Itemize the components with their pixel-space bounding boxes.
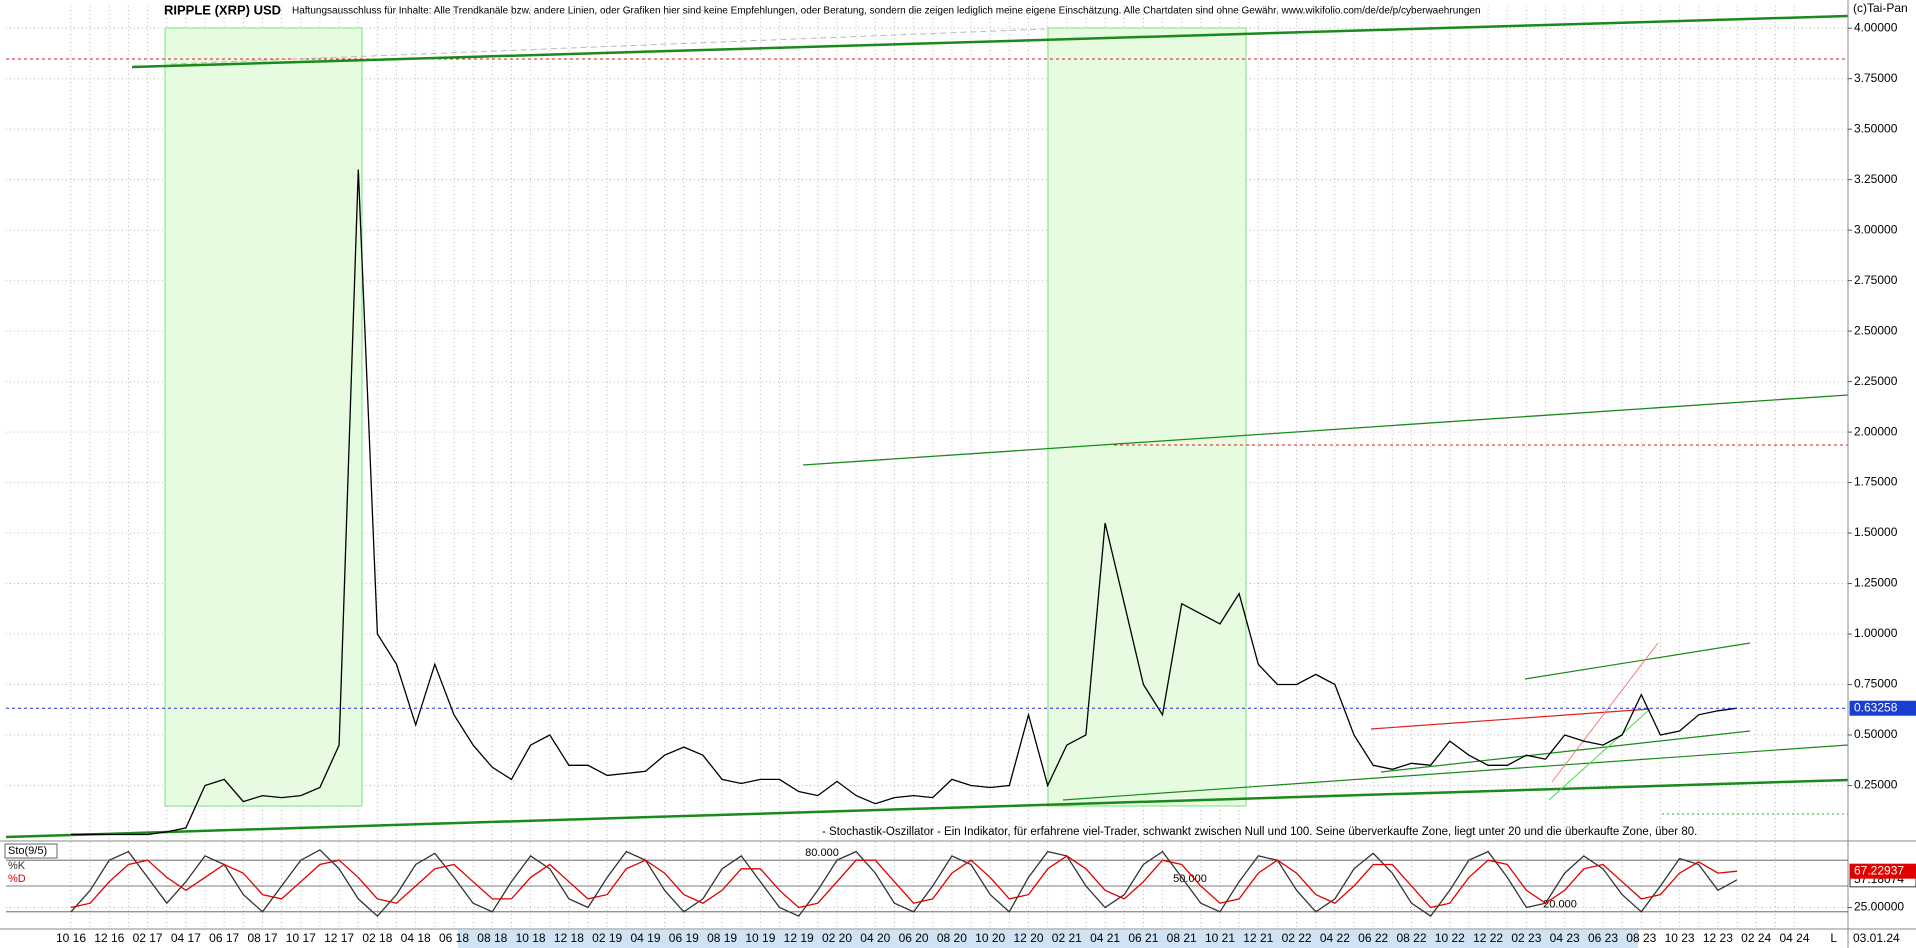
x-tick-label: 10 21 bbox=[1205, 931, 1235, 945]
x-tick-label: 04 21 bbox=[1090, 931, 1120, 945]
y-tick-label: 3.25000 bbox=[1854, 172, 1898, 186]
value-badge bbox=[1849, 700, 1916, 716]
x-tick-label: 04 23 bbox=[1550, 931, 1580, 945]
copyright: (c)Tai-Pan bbox=[1853, 1, 1908, 15]
x-tick-label: 02 21 bbox=[1052, 931, 1082, 945]
x-tick-label: 02 24 bbox=[1741, 931, 1771, 945]
x-tick-label: 10 16 bbox=[56, 931, 86, 945]
y-tick-label: 1.75000 bbox=[1854, 475, 1898, 489]
level-label: 80.000 bbox=[805, 847, 839, 859]
trend-line bbox=[1370, 708, 1651, 730]
x-tick-label: 08 18 bbox=[477, 931, 507, 945]
y-tick-label: 2.00000 bbox=[1854, 424, 1898, 438]
x-tick-label: 04 19 bbox=[630, 931, 660, 945]
x-tick-label: 04 22 bbox=[1320, 931, 1350, 945]
x-tick-label: 06 17 bbox=[209, 931, 239, 945]
value-label: 0.63258 bbox=[1854, 700, 1898, 714]
x-tick-label: 04 20 bbox=[860, 931, 890, 945]
axis-shade bbox=[458, 930, 1638, 948]
y-tick-label: 0.75000 bbox=[1854, 677, 1898, 691]
series-line bbox=[70, 849, 1738, 918]
x-tick-label: 02 23 bbox=[1511, 931, 1541, 945]
x-tick-label: 10 20 bbox=[975, 931, 1005, 945]
x-tick-label: 12 21 bbox=[1243, 931, 1273, 945]
y-tick-label: 1.50000 bbox=[1854, 525, 1898, 539]
x-tick-label: 02 19 bbox=[592, 931, 622, 945]
series-line bbox=[71, 169, 1738, 836]
indicator-title: Sto(9/5) bbox=[8, 845, 47, 857]
trend-line bbox=[1380, 730, 1751, 773]
x-tick-label: 02 18 bbox=[362, 931, 392, 945]
x-tick-label: 06 19 bbox=[669, 931, 699, 945]
x-tick-label: 10 19 bbox=[745, 931, 775, 945]
x-tick-label: 12 18 bbox=[554, 931, 584, 945]
grid bbox=[6, 6, 1848, 929]
y-tick-label: 3.75000 bbox=[1854, 71, 1898, 85]
trend-line bbox=[1548, 708, 1651, 801]
highlight-zone bbox=[164, 27, 363, 807]
x-tick-label: 12 23 bbox=[1703, 931, 1733, 945]
x-tick-label: 12 16 bbox=[94, 931, 124, 945]
x-tick-label: 04 24 bbox=[1779, 931, 1809, 945]
legend-entry: %K bbox=[8, 860, 26, 872]
trend-line bbox=[802, 394, 1849, 466]
value-label: 67.22937 bbox=[1854, 863, 1904, 877]
trend-line bbox=[1524, 642, 1751, 680]
axis-note: 03.01.24 bbox=[1853, 931, 1900, 945]
trend-line bbox=[131, 14, 1849, 69]
x-tick-label: 12 22 bbox=[1473, 931, 1503, 945]
x-tick-label: 06 22 bbox=[1358, 931, 1388, 945]
chart-subtitle: Haftungsausschluss für Inhalte: Alle Tre… bbox=[292, 6, 1481, 17]
x-tick-label: 08 22 bbox=[1396, 931, 1426, 945]
x-tick-label: 12 19 bbox=[784, 931, 814, 945]
y-tick-label: 1.00000 bbox=[1854, 626, 1898, 640]
legend-entry: %D bbox=[8, 873, 26, 885]
indicator-note: - Stochastik-Oszillator - Ein Indikator,… bbox=[822, 826, 1697, 838]
y-tick-label: 2.75000 bbox=[1854, 273, 1898, 287]
series-line bbox=[70, 855, 1738, 909]
y-tick-label: 3.00000 bbox=[1854, 222, 1898, 236]
y-tick-label: 2.25000 bbox=[1854, 374, 1898, 388]
axis-note: L bbox=[1830, 931, 1837, 945]
x-tick-label: 02 20 bbox=[822, 931, 852, 945]
y-tick-label: 1.25000 bbox=[1854, 576, 1898, 590]
highlight-zone bbox=[1047, 27, 1247, 807]
indicator-box bbox=[4, 843, 58, 859]
x-tick-label: 08 23 bbox=[1626, 931, 1656, 945]
x-tick-label: 06 20 bbox=[899, 931, 929, 945]
x-tick-label: 08 21 bbox=[1167, 931, 1197, 945]
x-tick-label: 04 17 bbox=[171, 931, 201, 945]
chart-title: RIPPLE (XRP) USD bbox=[164, 2, 281, 17]
x-tick-label: 04 18 bbox=[401, 931, 431, 945]
x-tick-label: 02 17 bbox=[133, 931, 163, 945]
x-tick-label: 08 20 bbox=[937, 931, 967, 945]
x-tick-label: 06 23 bbox=[1588, 931, 1618, 945]
x-tick-label: 06 18 bbox=[439, 931, 469, 945]
y-tick-label: 0.25000 bbox=[1854, 778, 1898, 792]
x-tick-label: 12 20 bbox=[1013, 931, 1043, 945]
y-tick-label: 3.50000 bbox=[1854, 121, 1898, 135]
x-tick-label: 06 21 bbox=[1128, 931, 1158, 945]
y-tick-label: 4.00000 bbox=[1854, 20, 1898, 34]
x-tick-label: 10 23 bbox=[1665, 931, 1695, 945]
x-tick-label: 08 19 bbox=[707, 931, 737, 945]
trend-line bbox=[5, 778, 1849, 839]
trend-line bbox=[1062, 744, 1849, 801]
y-tick-label: 0.50000 bbox=[1854, 727, 1898, 741]
x-tick-label: 10 17 bbox=[286, 931, 316, 945]
level-label: 20.000 bbox=[1543, 899, 1577, 911]
x-tick-label: 10 22 bbox=[1435, 931, 1465, 945]
x-tick-label: 08 17 bbox=[247, 931, 277, 945]
x-tick-label: 02 22 bbox=[1282, 931, 1312, 945]
level-label: 50.000 bbox=[1173, 873, 1207, 885]
trend-line bbox=[170, 28, 1046, 65]
x-tick-label: 12 17 bbox=[324, 931, 354, 945]
x-tick-label: 10 18 bbox=[516, 931, 546, 945]
value-badge bbox=[1849, 863, 1916, 879]
y-tick-label: 25.00000 bbox=[1854, 900, 1904, 914]
y-tick-label: 2.50000 bbox=[1854, 323, 1898, 337]
trend-line bbox=[1551, 642, 1659, 783]
